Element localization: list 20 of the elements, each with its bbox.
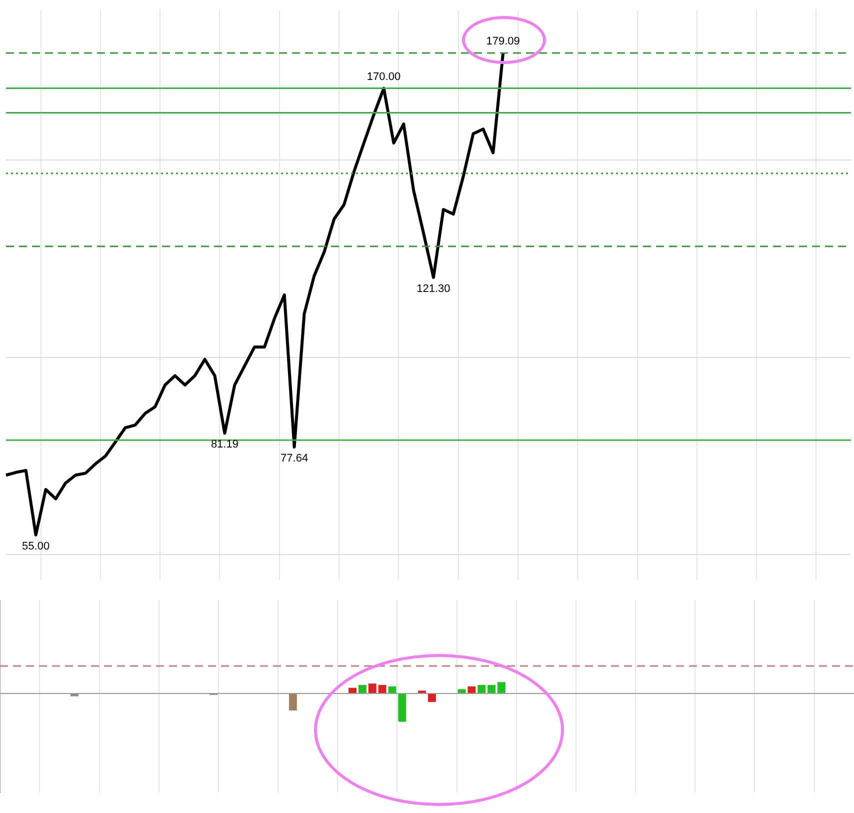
data-label: 170.00 xyxy=(366,70,401,83)
bar xyxy=(428,694,436,702)
bar xyxy=(478,684,486,693)
bar xyxy=(488,684,496,693)
bar xyxy=(70,694,78,696)
data-label: 77.64 xyxy=(280,452,308,465)
data-label: 121.30 xyxy=(416,282,450,295)
bar xyxy=(348,688,356,693)
bar xyxy=(288,694,297,710)
data-label: 81.19 xyxy=(210,438,238,451)
bar xyxy=(388,686,396,693)
data-label: 179.09 xyxy=(486,35,520,48)
bar xyxy=(498,682,506,693)
bar xyxy=(378,684,386,693)
data-label: 55.00 xyxy=(22,540,50,552)
bar xyxy=(398,694,406,722)
bar xyxy=(468,686,476,693)
bar xyxy=(358,684,366,693)
bar xyxy=(458,689,466,693)
bar xyxy=(368,684,376,693)
